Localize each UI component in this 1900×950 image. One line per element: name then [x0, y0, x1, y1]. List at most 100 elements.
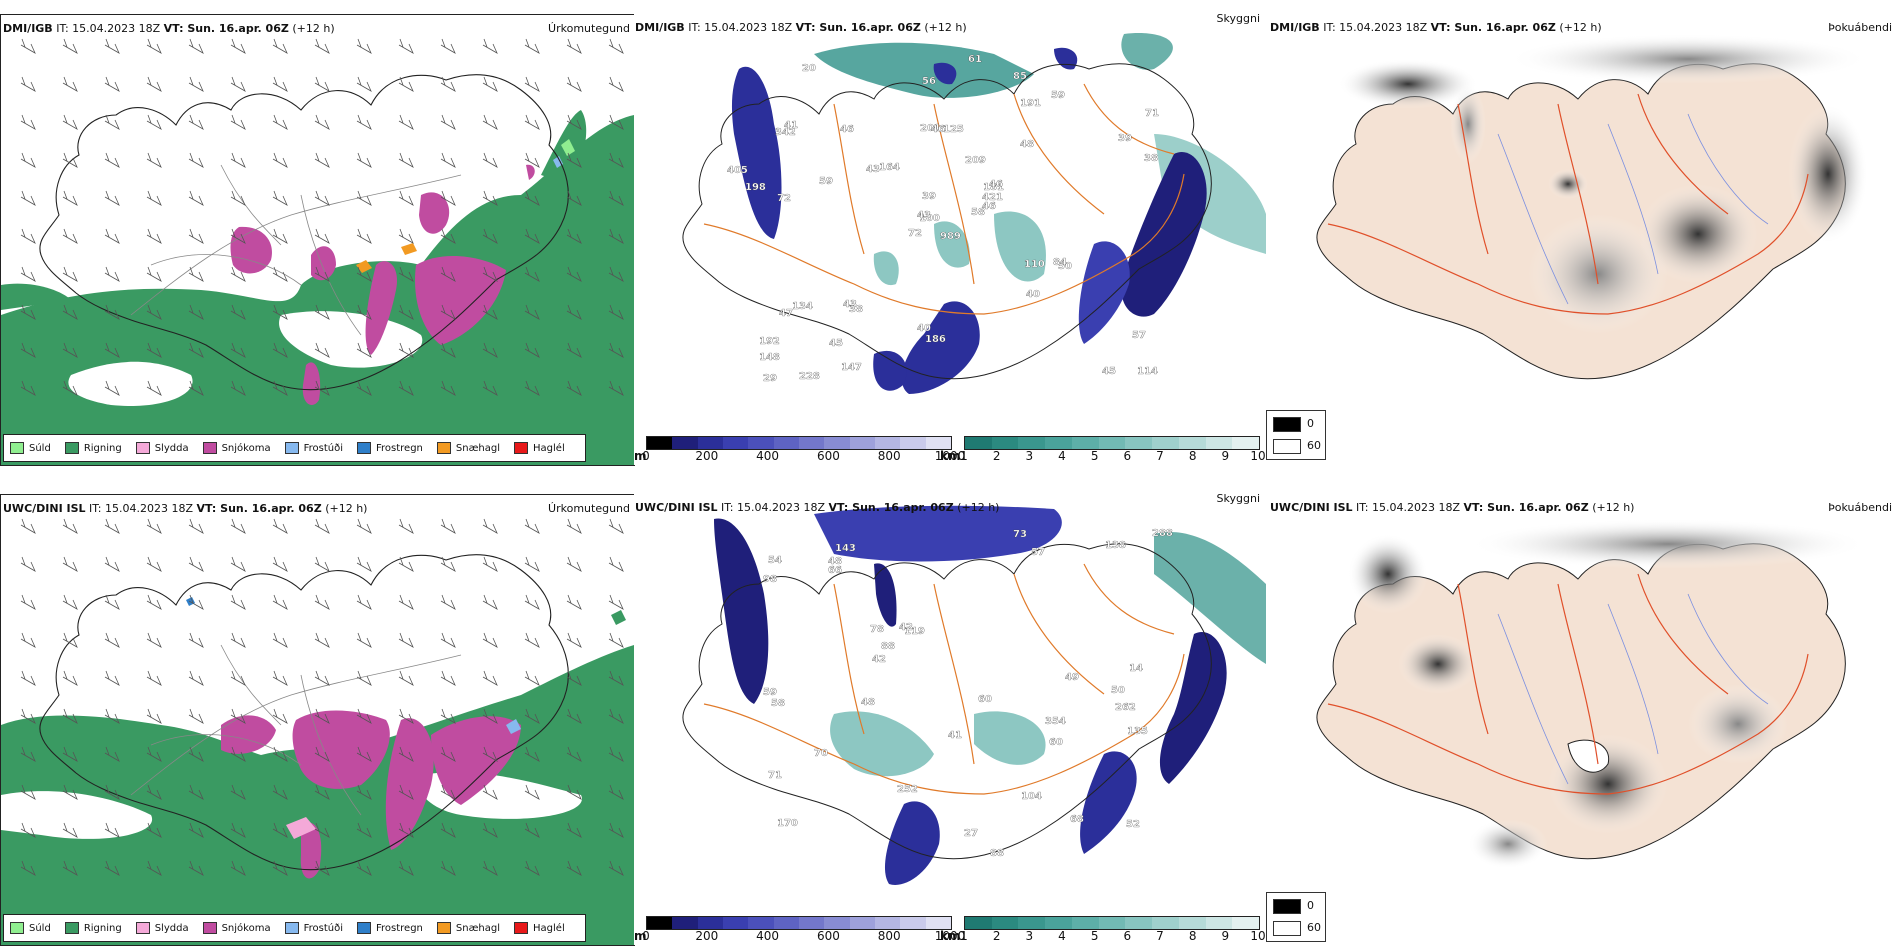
wind-barb-icon — [482, 266, 498, 282]
wind-barb-icon — [146, 76, 162, 92]
fog-panel-row2: UWC/DINI ISL IT: 15.04.2023 18Z VT: Sun.… — [1268, 494, 1900, 945]
precip-value-label: 170 — [777, 818, 798, 829]
wind-barb-icon — [104, 860, 120, 876]
wind-barb-icon — [440, 860, 456, 876]
wind-barb-icon — [272, 380, 288, 396]
colorbar-segment — [965, 437, 992, 449]
panel-header: DMI/IGB IT: 15.04.2023 18Z VT: Sun. 16.a… — [3, 22, 335, 35]
cloud-height-panel-row2: 354 262 170 143 119 68 71 57 78 88 98 59 54 52 252 14 41… — [634, 494, 1266, 945]
wind-barb-icon — [272, 114, 288, 130]
model-label: UWC/DINI ISL — [635, 501, 718, 514]
wind-barb-icon — [482, 556, 498, 572]
wind-barb-icon — [20, 860, 36, 876]
colorbar-m — [646, 436, 952, 450]
wind-barb-icon — [104, 670, 120, 686]
precip-value-label: 192 — [759, 336, 780, 347]
wind-barb-icon — [356, 556, 372, 572]
wind-barb-icon — [524, 228, 540, 244]
precip-value-label: 39 — [1118, 133, 1132, 144]
wind-barb-icon — [272, 632, 288, 648]
wind-barb-icon — [230, 708, 246, 724]
model-label: DMI/IGB — [1270, 21, 1320, 34]
wind-barb-icon — [566, 594, 582, 610]
init-time: IT: 15.04.2023 18Z — [56, 22, 161, 35]
wind-barb-icon — [440, 114, 456, 130]
precip-value-label: 14 — [1129, 663, 1143, 674]
wind-barb-icon — [482, 190, 498, 206]
wind-barb-icon — [104, 266, 120, 282]
wind-barb-icon — [62, 556, 78, 572]
legend-swatch — [357, 442, 371, 454]
legend-item: Súld — [10, 442, 51, 454]
fog-map — [1316, 519, 1868, 869]
wind-barb-icon — [146, 266, 162, 282]
wind-barb-icon — [524, 304, 540, 320]
colorbar-segment — [1152, 917, 1179, 929]
fog-panel-row1: DMI/IGB IT: 15.04.2023 18Z VT: Sun. 16.a… — [1268, 14, 1900, 465]
wind-barb-icon — [608, 670, 624, 686]
wind-barb-icon — [356, 304, 372, 320]
wind-barb-icon — [314, 266, 330, 282]
wind-barb-icon — [104, 518, 120, 534]
wind-barb-icon — [356, 860, 372, 876]
wind-barb-icon — [524, 670, 540, 686]
wind-barb-icon — [188, 266, 204, 282]
legend-swatch — [436, 442, 451, 454]
wind-barb-icon — [104, 114, 120, 130]
precip-value-label: 148 — [759, 352, 780, 363]
precip-value-label: 181 — [983, 182, 1004, 193]
panel-header: UWC/DINI ISL IT: 15.04.2023 18Z VT: Sun.… — [635, 501, 999, 514]
wind-barb-icon — [188, 822, 204, 838]
wind-barb-icon — [104, 342, 120, 358]
wind-barb-icon — [398, 114, 414, 130]
wind-barb-icon — [524, 518, 540, 534]
lead-time: (+12 h) — [1559, 21, 1602, 34]
colorbar-segment — [1045, 437, 1072, 449]
wind-barb-icon — [20, 114, 36, 130]
wind-barb-icon — [62, 266, 78, 282]
precip-value-label: 47 — [779, 308, 793, 319]
legend-item: Rigning — [64, 442, 122, 454]
wind-barb-icon — [398, 632, 414, 648]
panel-title: Úrkomutegund — [548, 502, 630, 515]
wind-barb-icon — [440, 304, 456, 320]
panel-title: Þokuábendi — [1828, 21, 1892, 34]
precip-value-label: 42 — [872, 654, 886, 665]
wind-barb-icon — [398, 518, 414, 534]
wind-barb-icon — [608, 632, 624, 648]
wind-barb-icon — [524, 556, 540, 572]
wind-barb-icon — [104, 556, 120, 572]
wind-barb-icon — [566, 38, 582, 54]
colorbar-tick-label: 10 — [1250, 929, 1266, 943]
colorbar-tick-label: 800 — [877, 449, 901, 463]
precip-value-label: 52 — [1126, 819, 1140, 830]
wind-barb-icon — [230, 266, 246, 282]
wind-barb-icon — [272, 670, 288, 686]
wind-barb-icon — [188, 76, 204, 92]
wind-barb-icon — [314, 152, 330, 168]
colorbar-segment — [798, 917, 825, 929]
wind-barb-icon — [608, 114, 624, 130]
wind-barb-icon — [188, 518, 204, 534]
wind-barb-icon — [62, 152, 78, 168]
fog-legend-label: 0 — [1307, 899, 1314, 912]
wind-barb-icon — [482, 228, 498, 244]
colorbar-tick-label: 6 — [1123, 929, 1132, 943]
wind-barb-icon — [314, 860, 330, 876]
wind-barb-icon — [230, 670, 246, 686]
wind-barb-icon — [440, 632, 456, 648]
colorbar-segment — [1205, 917, 1233, 929]
wind-barb-icon — [356, 822, 372, 838]
wind-barb-icon — [230, 190, 246, 206]
wind-barb-icon — [230, 380, 246, 396]
wind-barb-icon — [398, 38, 414, 54]
wind-barb-icon — [272, 38, 288, 54]
colorbar-segment — [1152, 437, 1179, 449]
fog-legend: 0 60 — [1266, 892, 1326, 942]
wind-barb-icon — [440, 228, 456, 244]
wind-barb-icon — [356, 518, 372, 534]
lead-time: (+12 h) — [924, 21, 967, 34]
wind-barb-icon — [230, 76, 246, 92]
wind-barb-icon — [188, 114, 204, 130]
precip-value-label: 114 — [1137, 366, 1158, 377]
